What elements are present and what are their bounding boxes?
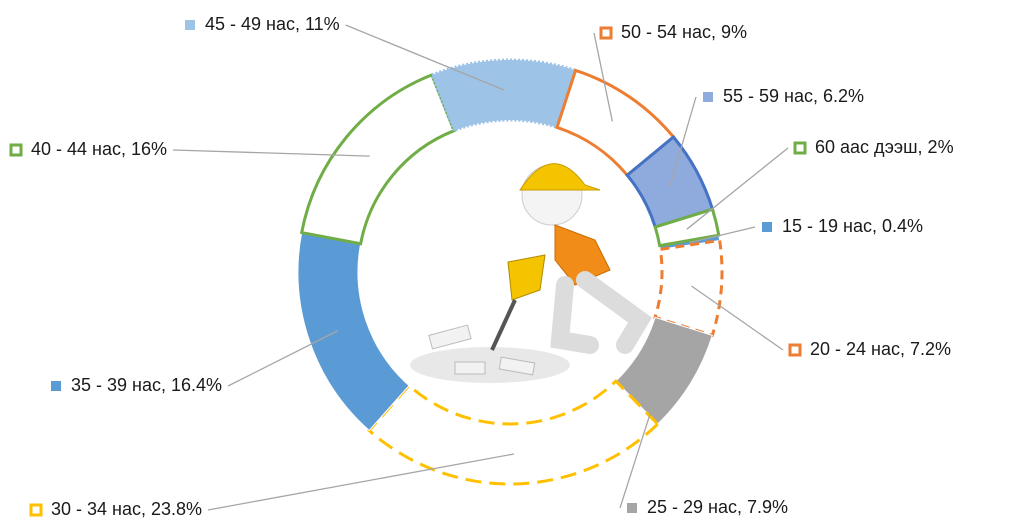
legend-marker <box>703 92 713 102</box>
data-label: 30 - 34 нас, 23.8% <box>51 499 202 519</box>
worker-illustration <box>410 164 640 383</box>
legend-marker <box>11 145 21 155</box>
legend-marker <box>51 381 61 391</box>
data-label: 60 аас дээш, 2% <box>815 137 954 157</box>
legend-marker <box>31 505 41 515</box>
leader-line <box>208 454 514 510</box>
slice <box>369 381 657 484</box>
legend-marker <box>601 28 611 38</box>
data-label: 45 - 49 нас, 11% <box>205 14 340 34</box>
data-label: 35 - 39 нас, 16.4% <box>71 375 222 395</box>
slice <box>432 60 576 131</box>
data-label: 50 - 54 нас, 9% <box>621 22 747 42</box>
data-label: 15 - 19 нас, 0.4% <box>782 216 923 236</box>
slice <box>298 233 409 431</box>
chart: 15 - 19 нас, 0.4% 20 - 24 нас, 7.2% 25 - 2… <box>0 0 1014 521</box>
slice <box>302 75 454 244</box>
legend-marker <box>185 20 195 30</box>
data-label: 55 - 59 нас, 6.2% <box>723 86 864 106</box>
legend-marker <box>762 222 772 232</box>
data-label: 25 - 29 нас, 7.9% <box>647 497 788 517</box>
legend-marker <box>627 503 637 513</box>
legend-marker <box>795 143 805 153</box>
data-label: 20 - 24 нас, 7.2% <box>810 339 951 359</box>
legend-marker <box>790 345 800 355</box>
data-label: 40 - 44 нас, 16% <box>31 139 167 159</box>
